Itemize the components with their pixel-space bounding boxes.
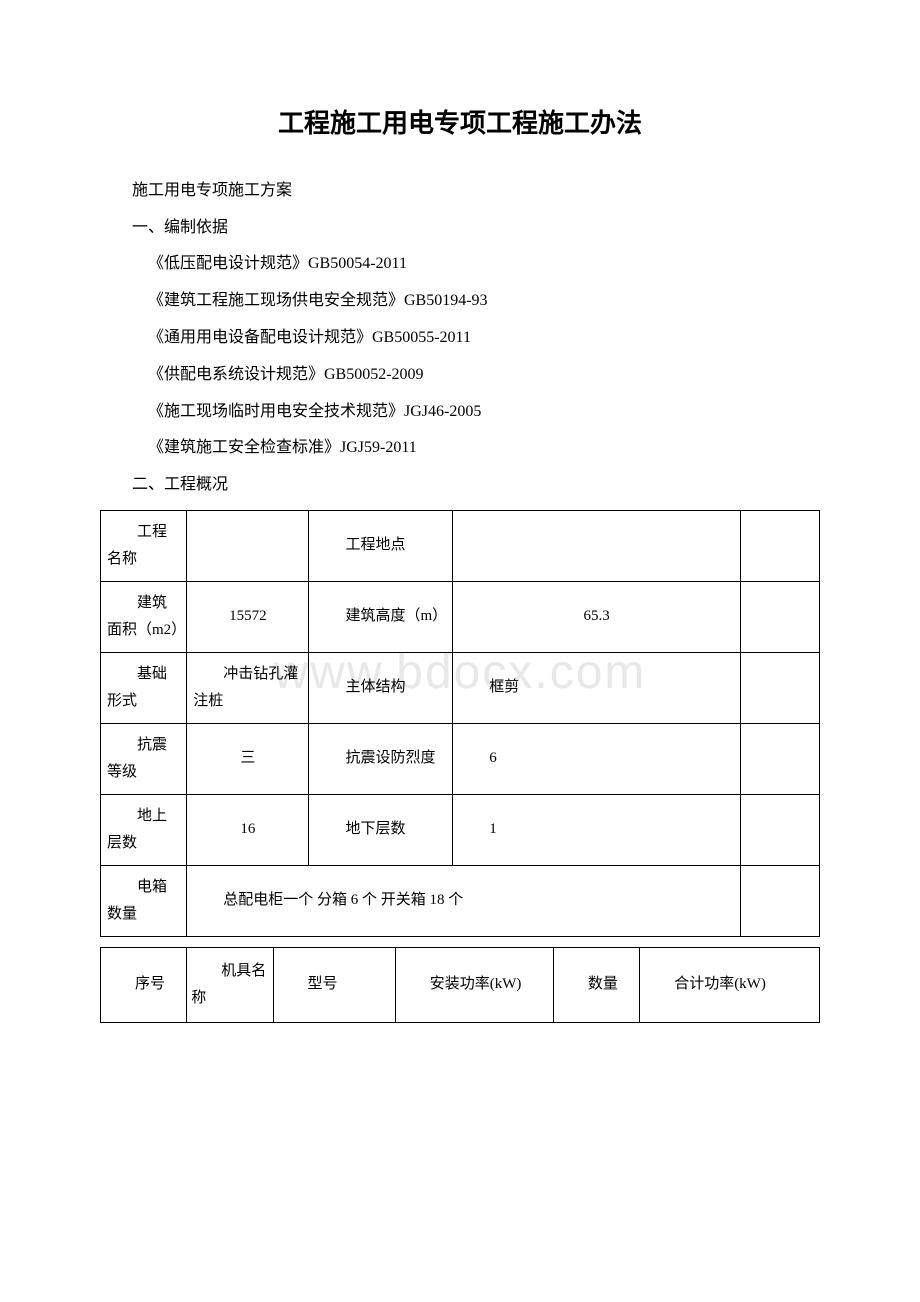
table-row: 抗震等级 三 抗震设防烈度 6	[101, 723, 820, 794]
table-row: 基础形式 冲击钻孔灌注桩 主体结构 框剪	[101, 652, 820, 723]
cell-label: 电箱数量	[107, 874, 180, 928]
table-row: 地上层数 16 地下层数 1	[101, 794, 820, 865]
cell-value: 16	[187, 794, 309, 865]
table-row: 工程名称 工程地点	[101, 510, 820, 581]
cell-label: 工程名称	[107, 519, 180, 573]
cell-label: 地上层数	[107, 803, 180, 857]
cell-value: 15572	[187, 581, 309, 652]
column-header: 序号	[105, 971, 182, 998]
cell-label: 基础形式	[107, 661, 180, 715]
subtitle: 施工用电专项施工方案	[100, 177, 820, 206]
cell-value: 三	[187, 723, 309, 794]
equipment-table: 序号 机具名称 型号 安装功率(kW) 数量 合计功率(kW)	[100, 947, 820, 1023]
cell-extra	[740, 652, 819, 723]
cell-value	[453, 510, 741, 581]
column-header: 机具名称	[191, 958, 268, 1012]
cell-label: 地下层数	[315, 816, 446, 843]
column-header: 安装功率(kW)	[400, 971, 549, 998]
cell-label: 建筑高度（m）	[315, 603, 446, 630]
reference-item: 《供配电系统设计规范》GB50052-2009	[116, 361, 820, 390]
cell-value: 总配电柜一个 分箱 6 个 开关箱 18 个	[193, 887, 734, 914]
table-row: 建筑面积（m2） 15572 建筑高度（m） 65.3	[101, 581, 820, 652]
section1-header: 一、编制依据	[100, 214, 820, 243]
cell-value: 6	[459, 745, 734, 772]
reference-item: 《建筑施工安全检查标准》JGJ59-2011	[116, 434, 820, 463]
cell-label: 主体结构	[315, 674, 446, 701]
page-title: 工程施工用电专项工程施工办法	[100, 100, 820, 147]
cell-extra	[740, 510, 819, 581]
column-header: 合计功率(kW)	[644, 971, 815, 998]
cell-value: 框剪	[459, 674, 734, 701]
cell-label: 抗震设防烈度	[315, 745, 446, 772]
cell-value: 冲击钻孔灌注桩	[193, 661, 302, 715]
cell-extra	[740, 723, 819, 794]
cell-value	[187, 510, 309, 581]
section2-header: 二、工程概况	[100, 471, 820, 500]
project-overview-table: 工程名称 工程地点 建筑面积（m2） 15572 建筑高度（m） 65.3 基础…	[100, 510, 820, 937]
reference-item: 《施工现场临时用电安全技术规范》JGJ46-2005	[116, 398, 820, 427]
column-header: 数量	[558, 971, 635, 998]
cell-extra	[740, 865, 819, 936]
reference-item: 《建筑工程施工现场供电安全规范》GB50194-93	[116, 287, 820, 316]
table-header-row: 序号 机具名称 型号 安装功率(kW) 数量 合计功率(kW)	[101, 947, 820, 1022]
cell-value: 1	[459, 816, 734, 843]
column-header: 型号	[278, 971, 391, 998]
cell-label: 工程地点	[315, 532, 446, 559]
table-row: 电箱数量 总配电柜一个 分箱 6 个 开关箱 18 个	[101, 865, 820, 936]
cell-extra	[740, 794, 819, 865]
cell-label: 抗震等级	[107, 732, 180, 786]
reference-item: 《低压配电设计规范》GB50054-2011	[116, 250, 820, 279]
reference-item: 《通用用电设备配电设计规范》GB50055-2011	[116, 324, 820, 353]
cell-value: 65.3	[453, 581, 741, 652]
cell-label: 建筑面积（m2）	[107, 590, 180, 644]
cell-extra	[740, 581, 819, 652]
